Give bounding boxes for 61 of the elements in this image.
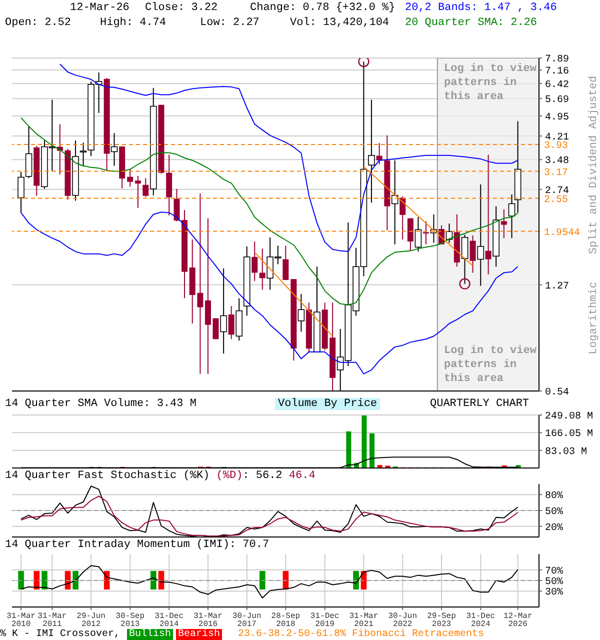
text: % K - IMI Crossover, [0,629,120,640]
y-tick-label: 7.89 [545,54,570,66]
y-tick-label: 4.95 [545,112,570,124]
text: (%D) [216,470,243,482]
y-tick-label: 80% [545,491,564,502]
ref-line-label: 1.9544 [544,228,580,239]
text: Logarithmic [588,282,600,354]
x-tick-label: 31-Mar 2010 [6,612,36,629]
chart-title: 14 Quarter Fast Stochastic [5,470,178,482]
annotation: Log in to view patterns in this area [444,62,538,104]
ref-line-label: 3.93 [544,141,568,152]
annotation: Log in to view patterns in this area [444,344,538,386]
text: Bullish [127,629,174,640]
text: (%K) [183,470,211,482]
text: Open: 2.52 [5,17,72,29]
y-tick-label: 20% [545,522,564,534]
x-tick-label: 31-Dec 2024 [466,612,496,629]
y-tick-label: 83.03 M [545,446,588,458]
y-tick-label: 166.05 M [545,429,594,440]
text: 20 Quarter SMA: 2.26 [405,17,538,29]
chart-title: 14 Quarter Intraday Momentum (IMI): 70.7 [5,539,270,551]
x-tick-label: 31-Dec 2019 [310,612,340,629]
y-tick-label: 1.27 [545,281,570,292]
x-tick-label: 29-Sep 2023 [427,612,456,629]
text: Low: 2.27 [200,17,260,29]
y-tick-label: 6.42 [545,80,570,92]
text: : 56.2 [242,470,282,482]
text: 20,2 Bands: 1.47 , 3.46 [405,2,557,14]
ref-line-label: 2.55 [544,194,568,206]
y-tick-label: 7.16 [545,66,570,78]
text: Volume By Price [275,398,380,410]
text: 12-Mar-26 [70,2,130,14]
text: Change: 0.78 {+32.0 %} [250,2,396,14]
y-tick-label: 50% [545,577,564,588]
x-tick-label: 30-Jun 2022 [388,612,418,629]
x-tick-label: 30-Sep 2013 [116,612,145,629]
x-tick-label: 28-Sep 2018 [271,612,300,629]
text: 46.4 [288,470,316,482]
text: Bearish [176,629,222,640]
y-tick-label: 0.54 [545,388,570,398]
text: Close: 3.22 [145,2,218,14]
y-tick-label: 5.69 [545,95,570,106]
x-tick-label: 12-Mar 2026 [503,612,532,629]
y-tick-label: 3.48 [545,156,570,168]
text: QUARTERLY CHART [430,398,530,410]
x-tick-label: 31-Dec 2014 [154,612,184,629]
ref-line-label: 3.17 [544,168,568,179]
y-tick-label: 249.08 M [545,412,594,422]
text: Vol: 13,420,104 [290,17,390,29]
text: High: 4.74 [100,17,166,29]
x-tick-label: 29-Jun 2012 [76,612,106,629]
y-tick-label: 70% [545,566,564,578]
y-tick-label: 30% [545,588,564,599]
x-tick-label: 31-Mar 2021 [349,612,378,629]
x-tick-label: 31-Mar 2016 [194,612,223,629]
y-tick-label: 50% [545,507,564,518]
x-tick-label: 30-Jun 2017 [232,612,262,629]
x-tick-label: 31-Mar 2011 [38,612,67,629]
y-axis-title: Split and Dividend Adjusted [588,76,600,254]
text: 14 Quarter SMA Volume: 3.43 M [5,398,196,410]
text: 23.6-38.2-50-61.8% Fibonacci Retracements [238,629,484,640]
